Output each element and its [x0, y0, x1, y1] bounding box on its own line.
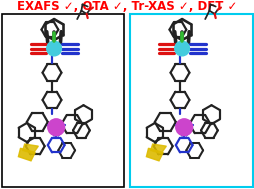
Polygon shape: [23, 144, 38, 153]
Bar: [130, 14, 252, 187]
Circle shape: [47, 119, 64, 136]
Circle shape: [175, 119, 192, 136]
Bar: [2, 14, 123, 187]
Circle shape: [174, 41, 189, 56]
Polygon shape: [150, 144, 166, 153]
Circle shape: [46, 41, 61, 56]
Text: EXAFS ✓, OTA ✓, Tr-XAS ✓, DFT ✓: EXAFS ✓, OTA ✓, Tr-XAS ✓, DFT ✓: [17, 0, 236, 12]
Polygon shape: [146, 148, 163, 161]
Polygon shape: [18, 148, 35, 161]
